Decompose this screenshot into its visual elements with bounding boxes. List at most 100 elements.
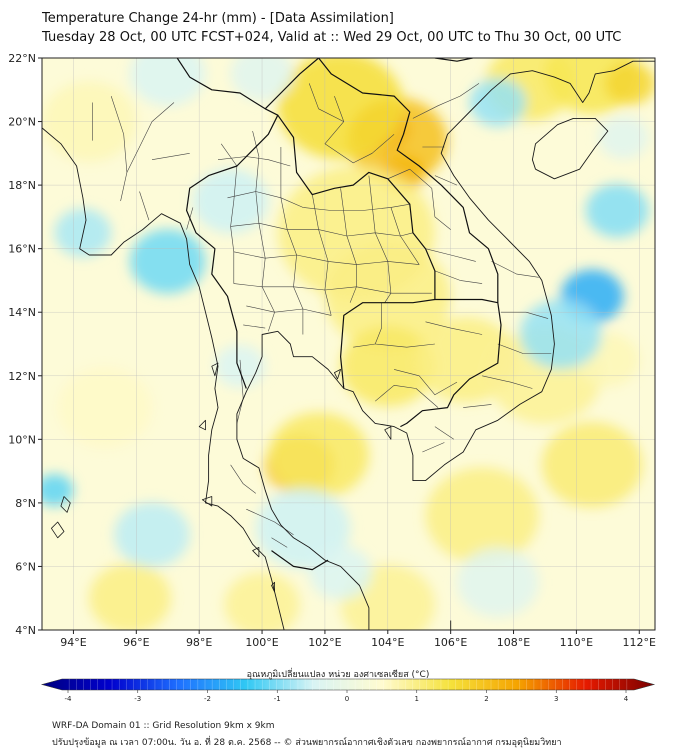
lon-tick-label: 94°E: [60, 636, 86, 649]
lon-tick-label: 100°E: [245, 636, 278, 649]
province-line: [230, 464, 256, 494]
lon-tick-label: 96°E: [123, 636, 149, 649]
field-blob: [214, 344, 266, 388]
field-blob: [309, 546, 373, 600]
lon-tick-label: 98°E: [186, 636, 212, 649]
lon-tick-label: 104°E: [371, 636, 404, 649]
province-line: [412, 83, 480, 119]
province-line: [243, 324, 266, 329]
country-borders: [176, 58, 502, 571]
coastline: [42, 127, 285, 630]
colorbar-tick-label: 4: [624, 695, 629, 703]
field-blob: [425, 467, 539, 564]
province-line: [501, 311, 549, 319]
island: [271, 581, 275, 593]
province-line: [463, 404, 492, 408]
province-line: [227, 191, 410, 211]
province-line: [126, 102, 175, 173]
colorbar-tick-label: -1: [274, 695, 281, 703]
country-border: [318, 58, 499, 303]
province-line: [425, 248, 476, 262]
colorbar-ticks: -4 -3 -2 -1 0 1 2 3 4: [65, 690, 629, 703]
colorbar-tick-label: 0: [345, 695, 349, 703]
field-blob: [604, 62, 655, 105]
country-border: [264, 58, 319, 110]
province-line: [497, 343, 552, 354]
province-line: [230, 222, 413, 237]
coastline: [531, 117, 609, 180]
colorbar-tick-label: 1: [415, 695, 419, 703]
lat-tick-label: 18°N: [8, 179, 36, 192]
province-line: [271, 537, 288, 548]
province-line: [434, 270, 483, 284]
province-line: [368, 175, 392, 303]
province-line: [390, 207, 420, 265]
field-blob: [130, 229, 206, 294]
lon-tick-label: 102°E: [308, 636, 341, 649]
field-blob: [585, 183, 649, 238]
country-border: [434, 58, 473, 62]
field-blob: [277, 58, 404, 160]
province-line: [340, 188, 357, 303]
island: [252, 547, 260, 558]
province-line: [252, 131, 275, 332]
lon-tick-label: 110°E: [560, 636, 593, 649]
field-blob: [456, 547, 539, 618]
lon-tick-label: 108°E: [497, 636, 530, 649]
field-blob: [519, 299, 602, 370]
coastlines: [42, 60, 655, 630]
province-line: [434, 175, 458, 186]
field-blob: [541, 422, 643, 508]
province-line: [482, 375, 533, 389]
footer-update-info: ปรับปรุงข้อมูล ณ เวลา 07:00น. วัน อ. ที่…: [52, 738, 562, 748]
field-blob: [598, 116, 649, 159]
lat-tick-label: 8°N: [15, 497, 36, 510]
field-blob: [255, 488, 351, 569]
island: [334, 369, 341, 380]
province-line: [220, 143, 238, 284]
temperature-change-map: 22°N 20°N 18°N 16°N 14°N 12°N 10°N 8°N 6°N 4°N 94°…: [8, 52, 656, 703]
lat-tick-label: 14°N: [8, 306, 36, 319]
island: [51, 521, 65, 539]
province-line: [353, 343, 376, 348]
province-line: [110, 96, 128, 202]
field-blob: [114, 502, 190, 567]
country-border: [277, 114, 436, 389]
field-blob: [469, 78, 527, 127]
province-line: [387, 168, 451, 230]
province-line: [394, 369, 458, 396]
province-line: [422, 442, 445, 453]
province-line: [491, 261, 539, 278]
island: [60, 496, 71, 513]
province-line: [151, 153, 190, 160]
field-blob: [57, 367, 153, 448]
island: [201, 496, 213, 507]
field-blob: [130, 58, 206, 106]
field-blob: [42, 474, 74, 507]
province-line: [375, 385, 439, 408]
footer-model-info: WRF-DA Domain 01 :: Grid Resolution 9km …: [52, 721, 275, 731]
province-line: [139, 191, 150, 221]
province-lines: [92, 83, 552, 548]
colorbar-tick-label: -4: [65, 695, 73, 703]
colorbar-tick-label: -2: [204, 695, 211, 703]
country-border: [271, 550, 329, 571]
map-frame: [41, 57, 656, 631]
colorbar-tick-label: 2: [484, 695, 488, 703]
colorbar-segments: [68, 679, 628, 690]
lon-tick-label: 106°E: [434, 636, 467, 649]
coastline: [236, 60, 655, 630]
map-title: Temperature Change 24-hr (mm) - [Data As…: [42, 11, 394, 26]
province-line: [425, 321, 483, 335]
country-border: [400, 298, 502, 428]
lat-tick-label: 10°N: [8, 433, 36, 446]
province-line: [434, 426, 454, 440]
lat-tick-label: 6°N: [15, 560, 36, 573]
province-line: [280, 147, 304, 335]
colorbar-label: อุณหภูมิเปลี่ยนแปลง หน่วย องศาเซลเซียส (…: [246, 670, 430, 680]
colorbar-tick-label: 3: [554, 695, 558, 703]
colorbar: -4 -3 -2 -1 0 1 2 3 4: [40, 678, 656, 703]
province-line: [312, 194, 332, 316]
field-blob: [89, 563, 171, 630]
province-line: [217, 156, 291, 167]
